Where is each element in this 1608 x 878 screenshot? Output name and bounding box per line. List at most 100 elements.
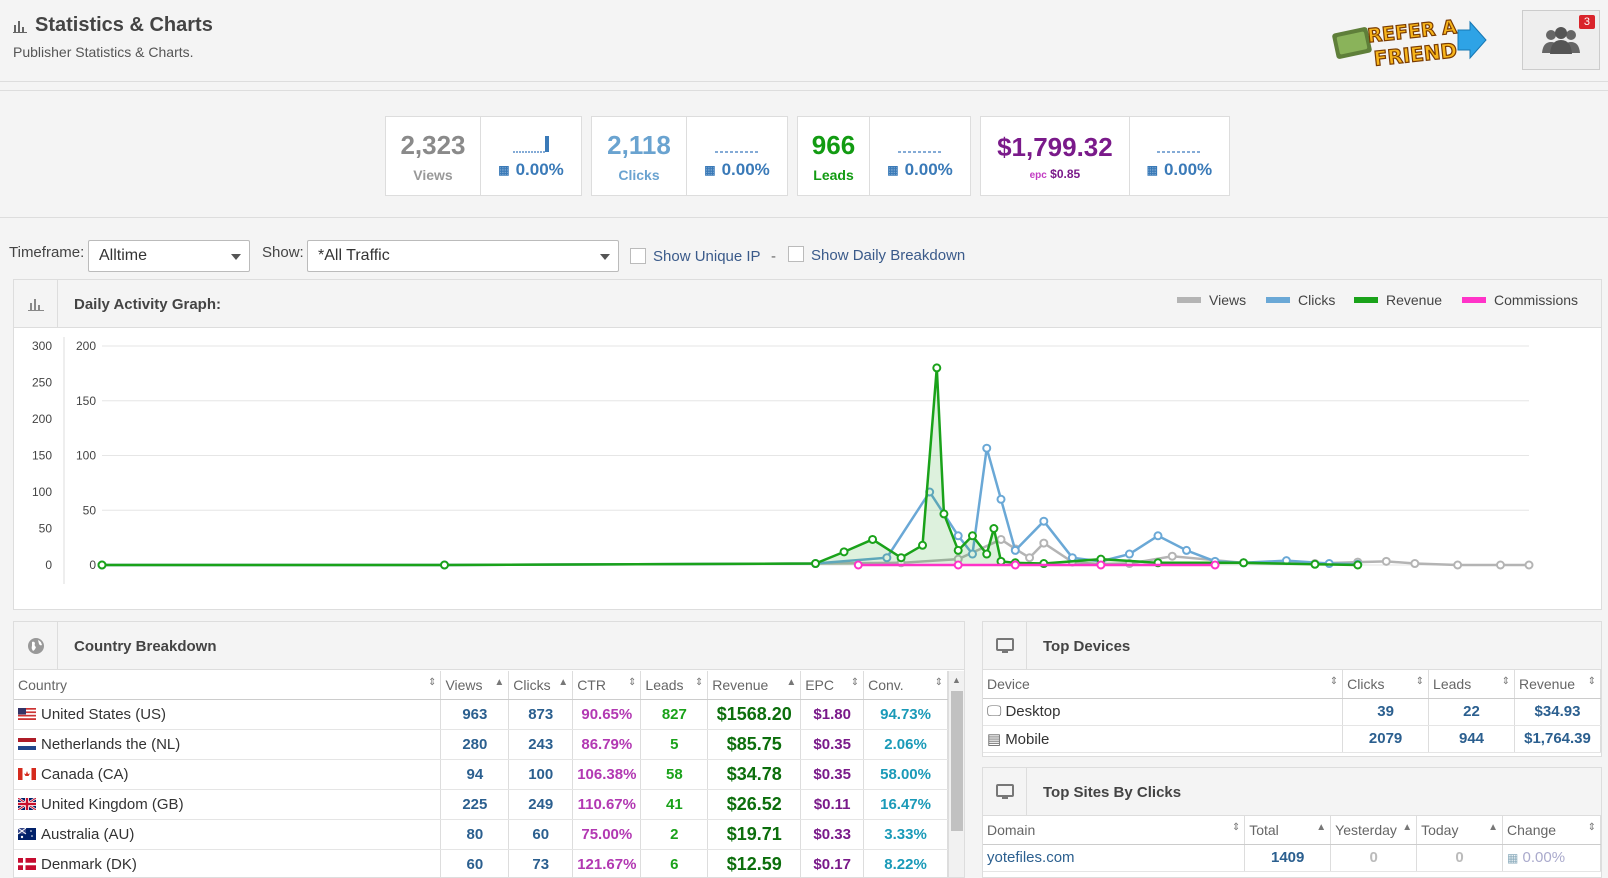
right-tick-label: 0: [89, 558, 96, 572]
revenue-point: [953, 545, 963, 555]
commissions-point: [1210, 560, 1220, 570]
sites-title: Top Sites By Clicks: [1043, 784, 1182, 801]
page-subtitle: Publisher Statistics & Charts.: [13, 44, 194, 60]
daily-activity-chart: 300 250 200 150 100 50 0 200 150 100 50 0: [32, 337, 1534, 584]
col-total[interactable]: Total ▲: [1244, 816, 1332, 845]
sort-icon: ⇕: [694, 677, 704, 688]
legend-swatch-revenue: [1354, 297, 1378, 303]
grid-icon: ▦: [1507, 851, 1519, 865]
col-total-label: Total: [1249, 821, 1279, 838]
scroll-up-icon[interactable]: ▲: [952, 675, 961, 685]
epc-cell: $0.35: [800, 729, 865, 760]
col-clicks[interactable]: Clicks ⇕: [1342, 670, 1430, 699]
revenue-cell: $85.75: [707, 729, 802, 760]
views-point: [1453, 560, 1463, 570]
page-title: Statistics & Charts: [13, 14, 213, 37]
col-clicks-label: Clicks: [513, 676, 551, 693]
col-yesterday[interactable]: Yesterday ▲: [1330, 816, 1418, 845]
daily-breakdown-checkbox[interactable]: [788, 246, 804, 262]
col-domain[interactable]: Domain ⇕: [983, 816, 1246, 845]
revenue-cell: $34.78: [707, 759, 802, 790]
revenue-point: [896, 553, 906, 563]
device-name: Desktop: [1005, 703, 1061, 720]
conv-cell: 16.47%: [863, 789, 948, 820]
col-domain-label: Domain: [987, 821, 1036, 838]
revenue-pct: 0.00%: [1163, 160, 1213, 179]
leads-pct: 0.00%: [904, 160, 953, 179]
views-cell: 60: [440, 849, 510, 877]
revenue-point: [1310, 559, 1320, 569]
legend-revenue[interactable]: Revenue: [1354, 292, 1442, 308]
desktop-icon: 🖵: [987, 703, 1002, 720]
col-revenue[interactable]: Revenue ⇕: [1514, 670, 1602, 699]
col-leads[interactable]: Leads ⇕: [640, 671, 709, 700]
domain-link[interactable]: yotefiles.com: [987, 849, 1075, 866]
traffic-select[interactable]: *All Traffic: [307, 240, 619, 272]
leads-sparkline: [898, 151, 942, 153]
refer-a-friend-logo[interactable]: REFER A FRIEND: [1330, 8, 1490, 72]
left-tick-label: 300: [32, 339, 52, 353]
country-cell: United Kingdom (GB): [14, 789, 442, 820]
col-country[interactable]: Country ⇕: [14, 671, 442, 700]
revenue-cell: $26.52: [707, 789, 802, 820]
leads-label: Leads: [813, 166, 854, 183]
left-tick-label: 0: [45, 558, 52, 572]
views-point: [1495, 560, 1505, 570]
conv-cell: 58.00%: [863, 759, 948, 790]
bar-chart-icon: [27, 299, 44, 311]
col-epc[interactable]: EPC ⇕: [800, 671, 865, 700]
clicks-pct: 0.00%: [721, 160, 770, 179]
col-device[interactable]: Device ⇕: [983, 670, 1344, 699]
left-tick-label: 250: [32, 376, 52, 390]
clicks-cell: 2079: [1342, 725, 1430, 753]
grid-icon: ▦: [887, 163, 899, 177]
dk-flag-icon: [18, 857, 36, 870]
col-revenue[interactable]: Revenue ▲: [707, 671, 802, 700]
unique-ip-checkbox[interactable]: [630, 248, 646, 264]
clicks-point: [996, 494, 1006, 504]
chevron-down-icon: [231, 254, 241, 260]
unique-ip-label[interactable]: Show Unique IP: [653, 248, 761, 265]
leads-cell: 944: [1428, 725, 1515, 753]
col-today[interactable]: Today ▲: [1416, 816, 1504, 845]
total-cell: 1409: [1244, 844, 1332, 872]
domain-cell[interactable]: yotefiles.com: [983, 844, 1246, 872]
legend-commissions[interactable]: Commissions: [1462, 292, 1578, 308]
col-ctr[interactable]: CTR ⇕: [572, 671, 642, 700]
col-revenue-label: Revenue: [1518, 675, 1576, 692]
clicks-cell: 249: [508, 789, 574, 820]
friends-button[interactable]: 3: [1522, 10, 1600, 70]
views-point: [1167, 551, 1177, 561]
notification-badge: 3: [1578, 15, 1595, 29]
table-row: 🖵 Desktop 39 22 $34.93: [983, 698, 1602, 726]
timeframe-select[interactable]: Alltime: [88, 240, 250, 272]
revenue-point: [439, 560, 449, 570]
right-tick-label: 200: [76, 339, 96, 353]
legend-label-commissions: Commissions: [1494, 292, 1579, 308]
clicks-point: [1010, 545, 1020, 555]
stat-main-views: 2,323 Views: [386, 117, 481, 195]
au-flag-icon: [18, 827, 36, 840]
col-leads[interactable]: Leads ⇕: [1428, 670, 1515, 699]
conv-cell: 3.33%: [863, 819, 948, 850]
devices-panel-head: Top Devices: [983, 622, 1601, 670]
views-sparkline: [513, 136, 549, 153]
col-views-label: Views: [445, 676, 483, 693]
clicks-sparkline: [715, 151, 759, 153]
col-clicks[interactable]: Clicks ▲: [508, 671, 574, 700]
chart-gridlines: [102, 345, 1529, 566]
revenue-point: [839, 547, 849, 557]
country-scrollbar[interactable]: ▲: [948, 671, 964, 877]
epc-cell: $1.80: [800, 699, 865, 730]
revenue-point: [97, 560, 107, 570]
country-header-row: Country ⇕ Views ▲ Clicks ▲ CTR ⇕ Leads ⇕ Reve…: [14, 671, 948, 700]
col-conv[interactable]: Conv. ⇕: [863, 671, 948, 700]
col-change[interactable]: Change ⇕: [1502, 816, 1601, 845]
daily-breakdown-label[interactable]: Show Daily Breakdown: [811, 247, 966, 264]
nl-flag-icon: [18, 737, 36, 750]
legend-views[interactable]: Views: [1177, 292, 1246, 308]
legend-clicks[interactable]: Clicks: [1266, 292, 1335, 308]
country-scroll-thumb[interactable]: [951, 691, 963, 831]
col-views[interactable]: Views ▲: [440, 671, 510, 700]
device-cell: ▤ Mobile: [983, 725, 1344, 753]
